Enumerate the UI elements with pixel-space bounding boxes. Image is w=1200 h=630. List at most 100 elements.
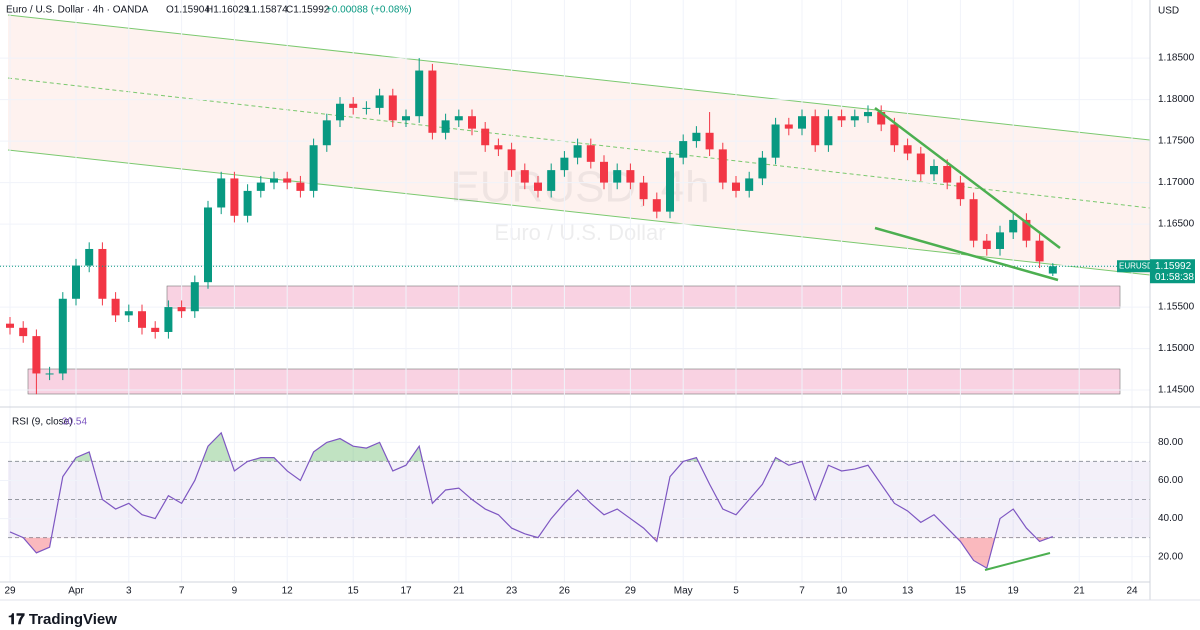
candle-body [784,124,793,129]
x-tick-label: 29 [625,586,637,597]
x-tick-label: 21 [453,586,465,597]
trend-line [874,107,1061,249]
candle-body [375,95,384,108]
symbol-tag: EURUSD [1119,261,1153,270]
candle-body [362,107,371,109]
candle-body [111,298,120,316]
candle-body [190,282,199,312]
x-tick-label: 19 [1008,586,1020,597]
y-tick-label: 1.15000 [1158,343,1195,354]
candle-body [1009,219,1018,233]
candle-body [1035,240,1044,262]
x-tick-label: May [674,586,693,597]
candle-body [705,132,714,150]
candle-body [85,248,94,266]
candle-body [151,327,160,332]
y-tick-label: 20.00 [1158,551,1183,562]
candle-body [45,373,54,375]
header-change: +0.00088 (+0.08%) [326,5,412,16]
x-tick-label: 23 [506,586,518,597]
candle-body [692,132,701,142]
x-tick-label: 26 [559,586,571,597]
candle-body [177,307,186,312]
y-tick-label: 1.15500 [1158,302,1195,313]
candle-body [428,70,437,133]
y-tick-label: 1.16500 [1158,219,1195,230]
x-tick-label: 13 [902,586,914,597]
logo: 𝟏𝟕 TradingView [8,611,117,628]
candle-body [270,178,278,183]
candle-body [507,149,516,171]
candle-body [837,116,846,121]
candle-body [494,145,503,150]
candle-body [19,327,28,337]
candle-body [124,311,133,316]
candle-body [204,207,212,283]
candle-body [732,182,740,191]
candle-body [824,116,833,146]
candle-body [6,323,14,328]
countdown: 01:58:38 [1155,272,1194,283]
candle-body [890,124,899,146]
candle-body [613,170,622,183]
candle-body [230,178,239,216]
candle-body [58,298,67,374]
candle-body [758,157,767,179]
candle-body [1022,219,1031,241]
candle-body [956,182,965,200]
trend-line [874,226,1059,282]
x-tick-label: 17 [400,586,412,597]
header-open: O1.15904 [166,5,210,16]
x-tick-label: 3 [126,586,132,597]
candle-body [903,145,912,154]
candle-body [745,178,754,191]
candle-body [850,116,859,121]
rsi-pane: 80.00 60.00 40.00 20.00 [0,431,1183,570]
candle-body [996,232,1004,249]
candle-body [468,116,476,129]
header-close: C1.15992 [286,5,330,16]
candle-body [481,128,490,146]
x-tick-label: 15 [348,586,360,597]
candle-body [243,190,252,216]
y-tick-label: 40.00 [1158,513,1183,524]
candle-body [520,170,529,183]
y-tick-label: 60.00 [1158,475,1183,486]
candle-body [164,307,173,332]
support-zone [166,285,1121,309]
symbol-tag-bg [1117,260,1150,273]
candle-body [798,116,806,129]
candle-body [441,120,450,133]
candle-body [864,112,872,117]
x-tick-label: 7 [179,586,185,597]
x-tick-label: 10 [836,586,848,597]
candle-body [388,95,397,121]
x-tick-label: 29 [4,586,16,597]
x-tick-label: 24 [1126,586,1138,597]
candle-body [811,116,820,146]
channel-fill [8,15,1150,275]
candle-body [217,178,226,208]
x-tick-label: 12 [282,586,294,597]
candle-body [969,199,978,241]
currency: USD [1158,6,1179,17]
y-tick-label: 1.18500 [1158,53,1195,64]
candle-body [322,120,331,146]
candle-body [256,182,265,191]
candle-body [982,240,991,249]
candle-body [349,103,358,108]
candle-body [454,116,463,121]
x-tick-label: 15 [955,586,967,597]
candle-body [72,265,80,299]
candle-body [336,103,344,121]
candle-body [283,178,292,183]
candle-body [138,311,146,328]
x-tick-label: 21 [1074,586,1086,597]
candle-body [547,170,556,191]
candle-body [309,145,318,191]
rsi-value: 30.54 [62,417,87,428]
candle-body [98,248,107,299]
x-tick-label: 7 [799,586,805,597]
candle-body [639,182,648,200]
candle-body [586,145,595,162]
